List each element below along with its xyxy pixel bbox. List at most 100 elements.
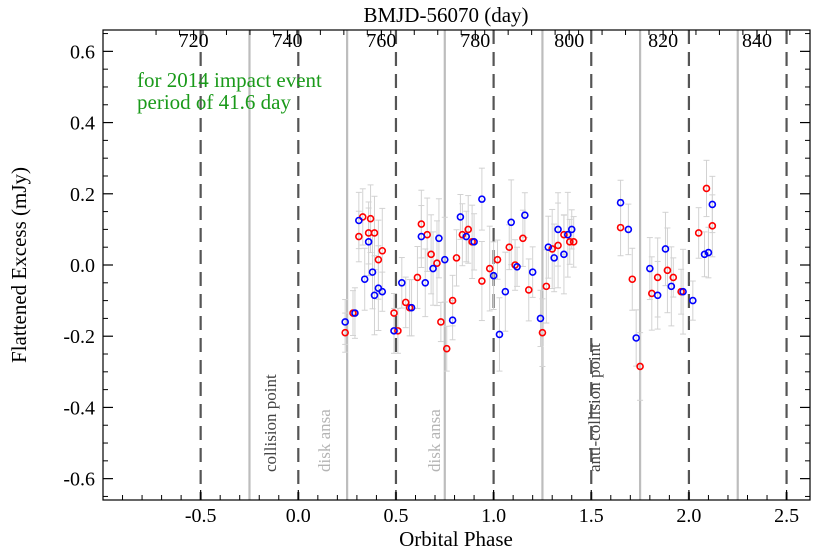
- red-point: [542, 282, 551, 291]
- blue-point: [536, 314, 545, 323]
- y-tick-label: -0.4: [63, 397, 95, 419]
- red-point: [538, 328, 547, 337]
- blue-point: [646, 264, 654, 273]
- y-axis-label: Flattened Excess (mJy): [7, 167, 31, 363]
- red-point: [565, 238, 574, 246]
- red-point: [433, 259, 441, 268]
- red-point: [548, 245, 556, 253]
- blue-point: [407, 303, 416, 312]
- axis-tick-labels: -0.5 0.0 0.5 1.0 1.5 2.0 2.5 -0.6 -0.4 -0.2 0.0 0.2…: [63, 30, 799, 527]
- blue-point: [364, 238, 373, 246]
- top-tick-label: 720: [179, 30, 209, 52]
- red-point: [390, 309, 398, 317]
- red-point: [569, 238, 578, 246]
- blue-point: [689, 296, 697, 305]
- blue-point: [653, 291, 662, 300]
- red-point: [378, 246, 387, 255]
- y-tick-label: 0.4: [70, 113, 95, 135]
- blue-point: [390, 327, 398, 335]
- blue-point: [564, 230, 572, 239]
- blue-point: [398, 279, 406, 287]
- top-tick-label: 840: [742, 30, 772, 52]
- red-point: [417, 220, 426, 228]
- reference-lines: [199, 30, 788, 500]
- x-axis-label: Orbital Phase: [399, 527, 513, 551]
- red-point: [448, 296, 457, 305]
- blue-point: [550, 254, 558, 262]
- blue-point: [567, 225, 576, 234]
- annotation-impact-event: for 2014 impact event: [137, 68, 322, 92]
- top-tick-label: 820: [648, 30, 678, 52]
- red-point: [636, 362, 644, 371]
- y-tick-label: 0.2: [70, 184, 95, 206]
- blue-point: [544, 243, 553, 251]
- blue-point: [478, 195, 486, 203]
- axis-ticks: [103, 30, 810, 500]
- blue-point: [661, 245, 670, 253]
- red-point: [616, 223, 625, 232]
- blue-point: [704, 248, 713, 257]
- red-point: [478, 277, 486, 285]
- y-tick-label: 0.6: [70, 41, 95, 63]
- blue-point: [513, 262, 521, 271]
- x-tick-label: 1.5: [579, 505, 604, 527]
- red-point: [511, 261, 519, 269]
- red-point: [653, 273, 662, 282]
- blue-point: [507, 218, 515, 227]
- blue-point: [462, 232, 471, 241]
- blue-point: [417, 232, 426, 241]
- red-point: [401, 298, 410, 307]
- red-point: [458, 230, 467, 239]
- red-point: [663, 266, 672, 275]
- red-point: [394, 327, 402, 335]
- annotation-disk-ansa-1: disk ansa: [315, 409, 334, 472]
- red-point: [560, 230, 568, 239]
- top-tick-label: 780: [460, 30, 490, 52]
- red-point: [519, 234, 527, 243]
- red-point: [669, 273, 678, 282]
- blue-point: [456, 213, 465, 221]
- x-tick-label: 2.0: [676, 505, 701, 527]
- top-tick-label: 800: [554, 30, 584, 52]
- y-tick-label: -0.2: [63, 326, 95, 348]
- red-point: [505, 243, 514, 251]
- red-point: [493, 255, 502, 264]
- blue-point: [624, 225, 633, 234]
- red-point: [452, 254, 461, 262]
- red-point: [442, 344, 451, 353]
- blue-point: [440, 255, 449, 264]
- x-tick-label: 2.5: [774, 505, 799, 527]
- red-point: [374, 255, 383, 264]
- blue-point: [448, 316, 457, 324]
- red-point: [702, 184, 711, 193]
- x-tick-label: 0.5: [383, 505, 408, 527]
- red-point: [366, 214, 375, 223]
- blue-point: [435, 234, 443, 243]
- red-point: [437, 318, 445, 326]
- top-tick-label: 760: [366, 30, 396, 52]
- top-axis-label: BMJD-56070 (day): [363, 3, 528, 27]
- y-tick-label: 0.0: [70, 255, 95, 277]
- x-tick-label: 1.0: [481, 505, 506, 527]
- blue-point: [528, 268, 537, 276]
- x-tick-label: 0.0: [286, 505, 311, 527]
- annotation-collision-point: collision point: [261, 374, 280, 472]
- blue-point: [470, 238, 478, 246]
- red-point: [370, 229, 379, 237]
- blue-point: [700, 250, 709, 259]
- red-point: [355, 232, 363, 241]
- blue-point: [368, 268, 377, 276]
- blue-point: [501, 287, 510, 296]
- red-point: [554, 241, 562, 250]
- blue-point: [341, 318, 349, 326]
- blue-point: [355, 216, 363, 225]
- red-point: [485, 264, 494, 273]
- blue-point: [521, 211, 529, 219]
- red-point: [628, 275, 637, 284]
- y-tick-label: -0.6: [63, 469, 95, 491]
- red-point: [694, 229, 703, 237]
- x-tick-label: -0.5: [185, 505, 217, 527]
- blue-point: [679, 287, 687, 296]
- blue-point: [708, 200, 717, 209]
